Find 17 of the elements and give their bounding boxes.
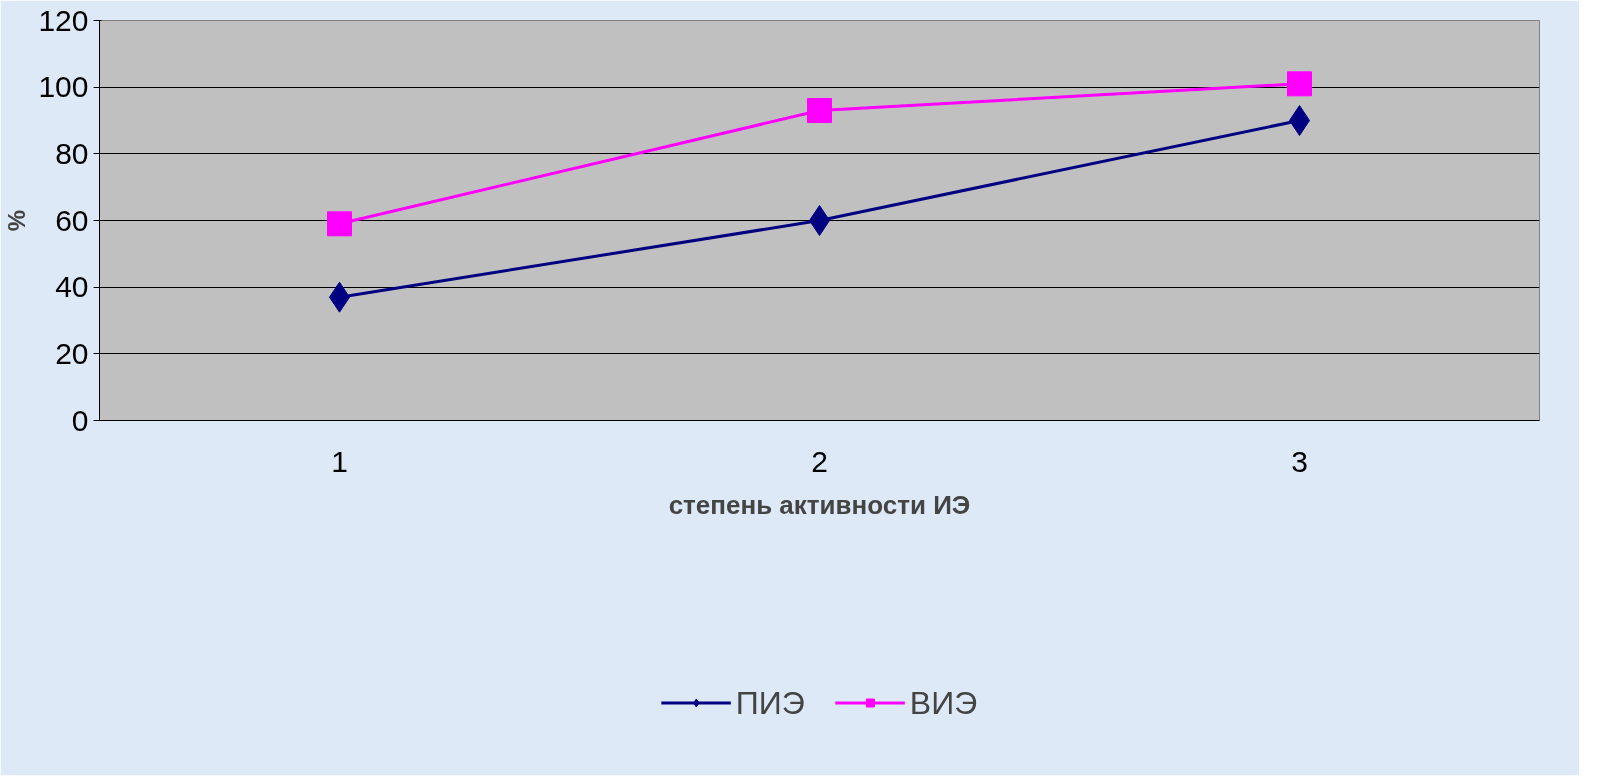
x-tick-label: 1 bbox=[331, 444, 348, 478]
x-axis-title: степень активности ИЭ bbox=[668, 489, 971, 520]
y-tick-label: 40 bbox=[55, 270, 89, 304]
point bbox=[327, 211, 352, 237]
point bbox=[807, 98, 832, 123]
y-tick-label: 20 bbox=[55, 336, 89, 370]
y-tick-label: 80 bbox=[55, 136, 89, 170]
point bbox=[1287, 71, 1312, 97]
y-tick-label: 0 bbox=[71, 403, 89, 437]
legend-label: ПИЭ bbox=[735, 684, 805, 721]
y-axis-title: % bbox=[3, 209, 31, 232]
x-tick-label: 3 bbox=[1291, 444, 1308, 478]
y-tick-label: 100 bbox=[38, 70, 89, 104]
y-tick-label: 120 bbox=[38, 3, 89, 37]
x-tick-label: 2 bbox=[811, 444, 828, 478]
y-tick-label: 60 bbox=[55, 203, 89, 237]
legend-label: ВИЭ bbox=[909, 684, 978, 721]
